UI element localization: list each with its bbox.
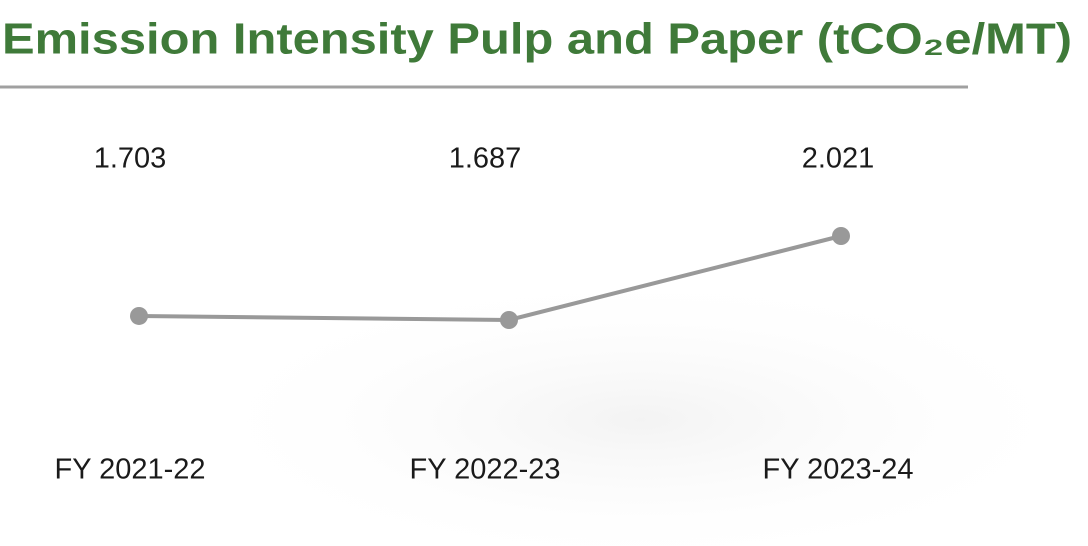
x-tick-label: FY 2021-22 bbox=[54, 454, 205, 486]
value-label: 2.021 bbox=[802, 143, 875, 175]
x-tick-label: FY 2023-24 bbox=[762, 454, 913, 486]
x-tick-label: FY 2022-23 bbox=[409, 454, 560, 486]
data-point bbox=[500, 311, 518, 329]
data-point bbox=[832, 227, 850, 245]
background-glow bbox=[180, 270, 1088, 546]
value-label: 1.687 bbox=[449, 143, 522, 175]
value-label: 1.703 bbox=[94, 143, 167, 175]
chart-title: Emission Intensity Pulp and Paper (tCO₂e… bbox=[2, 15, 1072, 64]
data-point bbox=[130, 306, 148, 325]
